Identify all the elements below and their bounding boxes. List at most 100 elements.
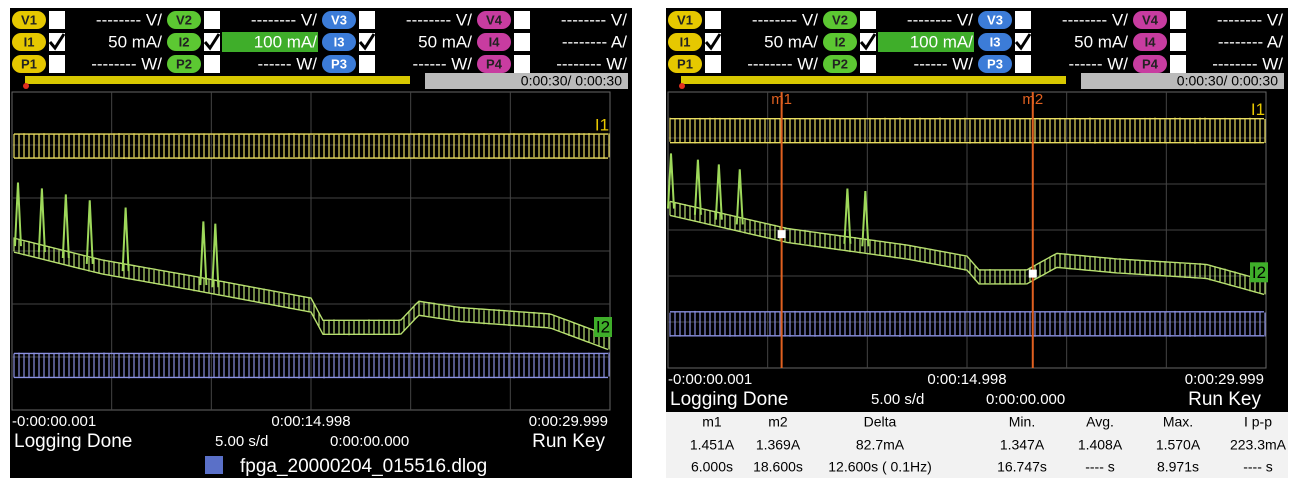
channel-label: P4 xyxy=(1142,56,1159,71)
channel-scale: 50 mA/ xyxy=(764,32,818,51)
table-cell: 8.971s xyxy=(1157,459,1199,475)
marker-point xyxy=(1029,270,1037,278)
checkbox xyxy=(1170,33,1186,51)
channel-scale: -------- V/ xyxy=(907,10,973,29)
table-header: Avg. xyxy=(1086,414,1114,430)
table-header: m1 xyxy=(702,414,722,430)
checkbox xyxy=(1015,55,1031,73)
channel-label: P4 xyxy=(486,56,503,71)
marker-label: m2 xyxy=(1022,91,1043,108)
trace-label: I2 xyxy=(596,317,610,336)
channel-label: V4 xyxy=(1142,12,1159,27)
status-state: Logging Done xyxy=(14,431,132,452)
channel-label: V1 xyxy=(21,12,37,27)
file-icon xyxy=(205,456,223,474)
checkbox xyxy=(514,33,530,51)
channel-scale: -------- V/ xyxy=(251,10,317,29)
channel-scale: -------- W/ xyxy=(747,54,818,73)
checkbox xyxy=(705,11,721,29)
checkbox xyxy=(204,55,220,73)
checkbox xyxy=(1170,11,1186,29)
channel-scale: ------ W/ xyxy=(413,54,473,73)
checkbox xyxy=(1015,11,1031,29)
table-cell: 1.347A xyxy=(1000,437,1045,453)
channel-label: I4 xyxy=(1145,34,1157,49)
status-offset: 0:00:00.000 xyxy=(330,433,409,450)
status-timebase: 5.00 s/d xyxy=(215,433,268,450)
progress-start xyxy=(679,83,685,89)
channel-scale: 50 mA/ xyxy=(1074,32,1128,51)
page: {"channels":[ {"v_label":"V1","v_scale":… xyxy=(0,0,1290,478)
channel-label: I2 xyxy=(835,34,846,49)
checkbox xyxy=(49,55,65,73)
screenshot: V1 -------- V/I1 50 mA/P1 -------- W/V2 ----… xyxy=(0,0,1290,478)
trace-label: I1 xyxy=(595,116,609,135)
channel-label: P2 xyxy=(176,56,192,71)
time-axis-label: -0:00:00.001 xyxy=(12,413,96,430)
channel-scale: -------- V/ xyxy=(752,10,818,29)
status-timebase: 5.00 s/d xyxy=(871,391,924,408)
table-cell: 12.600s ( 0.1Hz) xyxy=(828,459,932,475)
table-cell: 6.000s xyxy=(691,459,733,475)
channel-scale: 50 mA/ xyxy=(418,32,472,51)
file-name: fpga_20000204_015516.dlog xyxy=(240,456,487,477)
channel-label: P1 xyxy=(677,56,693,71)
status-trigger: Run Key xyxy=(532,431,605,452)
table-cell: 82.7mA xyxy=(856,437,905,453)
channel-label: P3 xyxy=(331,56,347,71)
channel-label: V1 xyxy=(677,12,693,27)
table-cell: 16.747s xyxy=(997,459,1047,475)
channel-label: V4 xyxy=(486,12,503,27)
channel-label: V2 xyxy=(832,12,848,27)
checkbox xyxy=(514,55,530,73)
channel-scale: -------- A/ xyxy=(1218,32,1283,51)
channel-label: I3 xyxy=(990,34,1001,49)
channel-label: P1 xyxy=(21,56,37,71)
marker-point xyxy=(778,230,786,238)
checkbox xyxy=(1170,55,1186,73)
channel-scale: ------ W/ xyxy=(914,54,974,73)
channel-scale: -------- V/ xyxy=(406,10,472,29)
checkbox xyxy=(705,55,721,73)
time-axis-label: 0:00:29.999 xyxy=(529,413,608,430)
table-header: Min. xyxy=(1009,414,1035,430)
channel-label: V3 xyxy=(331,12,347,27)
status-state: Logging Done xyxy=(670,389,788,410)
channel-scale: ------ W/ xyxy=(258,54,318,73)
time-axis-label: 0:00:29.999 xyxy=(1185,371,1264,388)
channel-label: V2 xyxy=(176,12,192,27)
channel-label: I3 xyxy=(334,34,345,49)
checkbox xyxy=(860,55,876,73)
channel-scale: 100 mA/ xyxy=(254,32,318,51)
table-cell: 223.3mA xyxy=(1230,437,1287,453)
trace-label: I2 xyxy=(1252,263,1266,282)
channel-scale: -------- W/ xyxy=(1212,54,1283,73)
marker-label: m1 xyxy=(771,91,792,108)
checkbox xyxy=(49,11,65,29)
trace-label: I1 xyxy=(1251,100,1265,119)
channel-scale: 100 mA/ xyxy=(910,32,974,51)
channel-scale: -------- A/ xyxy=(562,32,627,51)
progress-bar xyxy=(681,76,1066,84)
status-trigger: Run Key xyxy=(1188,389,1261,410)
table-header: Max. xyxy=(1163,414,1193,430)
table-header: m2 xyxy=(768,414,788,430)
channel-scale: -------- W/ xyxy=(556,54,627,73)
channel-scale: 50 mA/ xyxy=(108,32,162,51)
status-offset: 0:00:00.000 xyxy=(986,391,1065,408)
time-progress: 0:00:30/ 0:00:30 xyxy=(1177,73,1278,89)
channel-scale: -------- V/ xyxy=(1217,10,1283,29)
time-axis-label: -0:00:00.001 xyxy=(668,371,752,388)
channel-scale: -------- W/ xyxy=(91,54,162,73)
channel-scale: -------- V/ xyxy=(561,10,627,29)
channel-label: I1 xyxy=(24,34,35,49)
table-cell: 1.369A xyxy=(756,437,801,453)
channel-label: I2 xyxy=(179,34,190,49)
table-cell: 1.451A xyxy=(690,437,735,453)
table-header: Delta xyxy=(864,414,897,430)
channel-label: V3 xyxy=(987,12,1003,27)
checkbox xyxy=(204,11,220,29)
channel-scale: ------ W/ xyxy=(1069,54,1129,73)
checkbox xyxy=(359,11,375,29)
checkbox xyxy=(359,55,375,73)
